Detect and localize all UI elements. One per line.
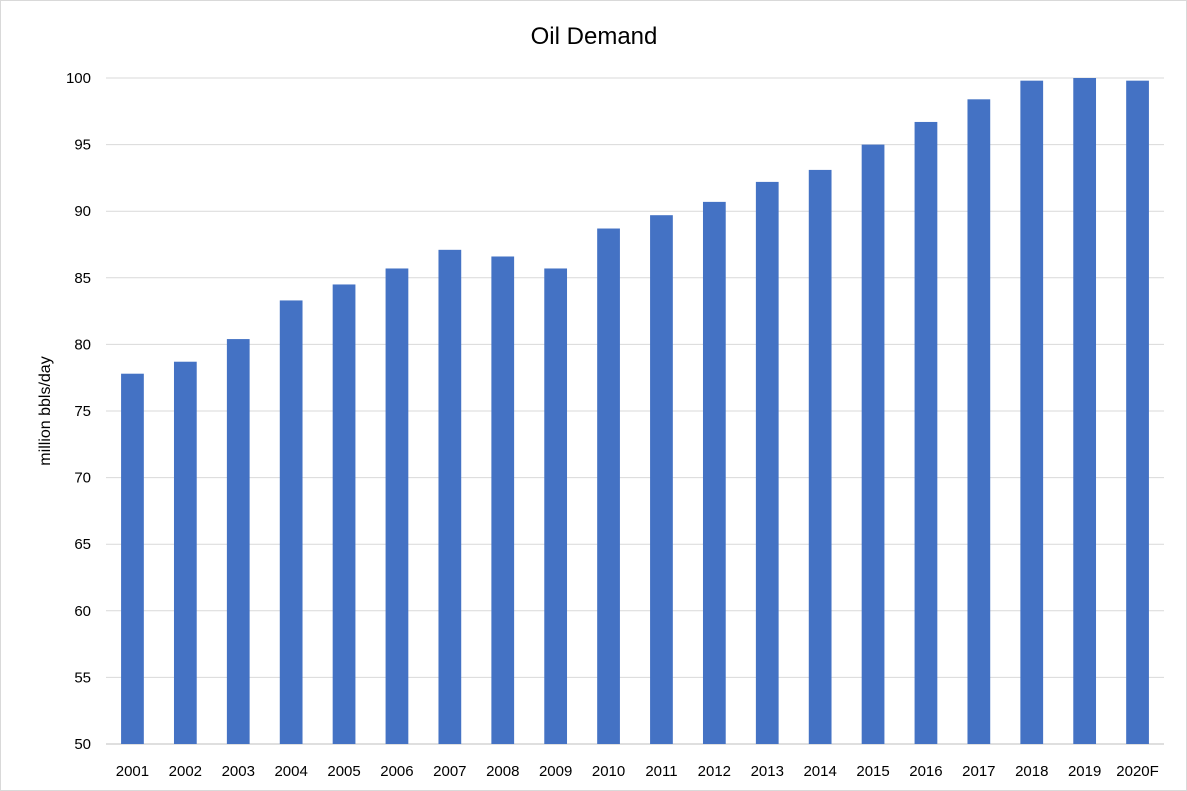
x-tick-label: 2013 — [751, 763, 784, 780]
bar-2020F — [1126, 80, 1149, 744]
bar-2016 — [914, 121, 938, 745]
x-tick-label: 2015 — [856, 763, 889, 780]
x-tick-label: 2011 — [645, 763, 677, 780]
x-tick-label: 2004 — [274, 763, 307, 780]
x-tick-labels: 2001 2002 2003 2004 2005 2006 2007 2008 2009 2010… — [116, 763, 1159, 780]
bar-2002 — [173, 361, 197, 744]
y-tick-label: 70 — [74, 470, 91, 487]
y-tick-label: 65 — [74, 536, 91, 553]
y-tick-label: 90 — [74, 203, 91, 220]
y-tick-label: 80 — [74, 336, 91, 353]
bar-2008 — [491, 256, 515, 744]
y-tick-label: 85 — [74, 270, 91, 287]
bar-2007 — [438, 249, 462, 744]
x-tick-label: 2009 — [539, 763, 572, 780]
bar-2005 — [332, 284, 356, 744]
bar-2004 — [279, 300, 303, 744]
bar-2011 — [650, 215, 673, 745]
x-tick-label: 2008 — [486, 763, 519, 780]
bar-2009 — [544, 268, 568, 744]
x-tick-label: 2019 — [1068, 763, 1101, 780]
x-tick-label: 2002 — [169, 763, 202, 780]
bar-2001 — [121, 373, 144, 744]
y-axis-label: million bbls/day — [37, 356, 54, 465]
bar-2003 — [226, 339, 250, 744]
x-tick-label: 2018 — [1015, 763, 1048, 780]
bars — [121, 78, 1149, 745]
y-tick-labels: 50 55 60 65 70 75 80 85 90 95 100 — [66, 70, 91, 753]
y-tick-label: 60 — [74, 603, 91, 620]
x-tick-label: 2017 — [962, 763, 995, 780]
y-tick-label: 95 — [74, 137, 91, 154]
x-tick-label: 2003 — [222, 763, 255, 780]
bar-2014 — [808, 169, 832, 744]
bar-2018 — [1020, 80, 1044, 744]
x-tick-label: 2014 — [803, 763, 836, 780]
bar-2019 — [1073, 78, 1097, 744]
y-tick-label: 50 — [74, 736, 91, 753]
chart-title: Oil Demand — [531, 23, 658, 50]
bar-2010 — [597, 228, 620, 745]
bar-2017 — [967, 99, 991, 744]
y-tick-label: 55 — [74, 669, 91, 686]
x-tick-label: 2016 — [909, 763, 942, 780]
x-tick-label: 2005 — [327, 763, 360, 780]
x-tick-label: 2001 — [116, 763, 149, 780]
bar-2006 — [385, 268, 409, 744]
x-tick-label: 2010 — [592, 763, 625, 780]
bar-2012 — [702, 201, 726, 745]
x-tick-label: 2007 — [433, 763, 466, 780]
y-tick-label: 75 — [74, 403, 91, 420]
y-tick-label: 100 — [66, 70, 91, 87]
gridlines — [106, 77, 1164, 745]
x-tick-label: 2012 — [698, 763, 731, 780]
x-tick-label: 2006 — [380, 763, 413, 780]
bar-2013 — [755, 181, 779, 744]
x-tick-label: 2020F — [1116, 763, 1159, 780]
bar-2015 — [861, 144, 885, 745]
